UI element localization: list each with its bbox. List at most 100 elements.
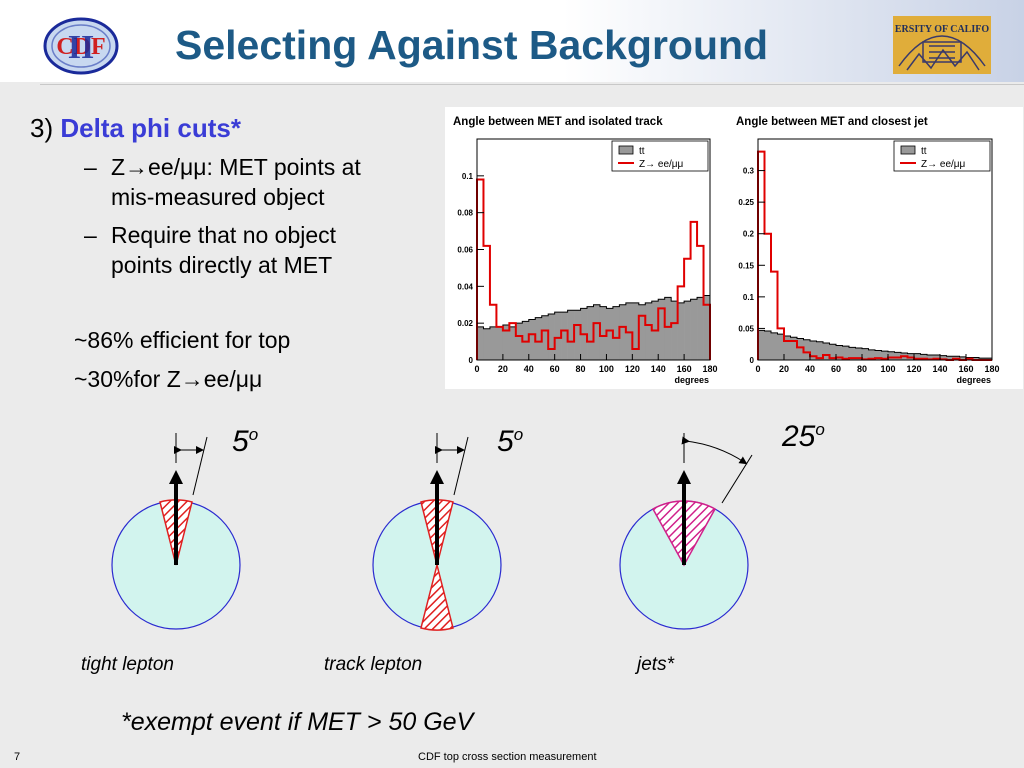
x-tick-label: 160 [958, 364, 973, 374]
y-tick-label: 0.05 [738, 324, 754, 333]
tt-bar [496, 326, 504, 360]
met-arrowhead [430, 470, 444, 484]
tt-bar [690, 299, 698, 360]
tt-bar [638, 304, 646, 360]
tt-bar [645, 302, 653, 360]
tt-bar [810, 341, 817, 360]
track-lepton-diagram [372, 433, 502, 631]
tt-bar [483, 328, 491, 360]
histogram-charts: Angle between MET and isolated track 0 20 4… [453, 116, 1000, 385]
x-tick-label: 60 [831, 364, 841, 374]
tt-bar [541, 315, 549, 360]
x-axis-label: degrees [956, 375, 991, 385]
tt-bar [862, 348, 869, 360]
cut-wedge-opposite [420, 564, 454, 631]
tt-bar [677, 302, 685, 360]
tt-bar [771, 332, 778, 360]
y-tick-label: 0.06 [457, 246, 473, 255]
tt-bar [574, 310, 581, 360]
tt-bar [849, 347, 856, 360]
tt-bar [829, 344, 837, 360]
page-number: 7 [14, 751, 21, 763]
tt-bar [855, 348, 863, 360]
tt-bar [632, 302, 640, 360]
tt-bar [940, 355, 947, 360]
x-tick-label: 40 [524, 364, 534, 374]
tt-bar [664, 297, 672, 360]
tt-bar [502, 325, 510, 360]
sub-bullet-1-line1: Z→ee/μμ: MET points at [111, 154, 361, 180]
tt-bar [509, 326, 517, 360]
slide-title: Selecting Against Background [175, 22, 769, 68]
title-bar [0, 0, 1024, 82]
chart-title: Angle between MET and isolated track [453, 116, 663, 128]
tt-bar [881, 351, 889, 360]
bullet-3: 3) Delta phi cuts* [30, 113, 241, 144]
plot-frame [757, 138, 993, 361]
tt-bar [515, 323, 523, 360]
x-tick-label: 40 [805, 364, 815, 374]
x-tick-label: 80 [576, 364, 586, 374]
x-tick-label: 180 [984, 364, 999, 374]
jets-diagram [619, 433, 753, 630]
legend-label-tt: tt [639, 146, 645, 157]
y-tick-label: 0.2 [743, 230, 755, 239]
angle-label-tight: 5o [232, 425, 259, 458]
sub-bullet-1: Z→ee/μμ: MET points at mis-measured obje… [111, 152, 361, 212]
tt-bar [758, 330, 765, 360]
tt-bar [612, 306, 620, 360]
sub-bullet-2-line1: Require that no object [111, 222, 337, 248]
tt-bar [697, 297, 704, 360]
tt-bar [535, 317, 543, 360]
tt-bar [920, 354, 928, 360]
svg-text:ERSITY OF CALIFO: ERSITY OF CALIFO [895, 24, 989, 35]
x-tick-label: 120 [906, 364, 921, 374]
legend-label-tt: tt [921, 146, 927, 157]
caption-tight-lepton: tight lepton [81, 654, 174, 675]
tt-bar [489, 326, 497, 360]
sub-bullet-2: Require that no object points directly a… [111, 220, 336, 280]
tt-bar [933, 354, 941, 360]
tt-bar [671, 301, 678, 360]
cdf-logo: CDF II [42, 16, 120, 76]
x-tick-label: 20 [779, 364, 789, 374]
tt-bar [764, 330, 772, 360]
bullet-number: 3) [30, 113, 54, 143]
y-tick-label: 0.08 [457, 209, 473, 218]
tt-bar [703, 295, 711, 360]
tight-lepton-diagram [111, 433, 241, 630]
tt-bar [567, 310, 575, 360]
tt-bar [599, 306, 607, 360]
sub-bullet-2-line2: points directly at MET [111, 252, 333, 278]
chart-title: Angle between MET and closest jet [736, 116, 928, 128]
x-tick-label: 100 [599, 364, 614, 374]
tt-bar [842, 346, 850, 360]
x-axis-label: degrees [674, 375, 709, 385]
met-arrowhead [677, 470, 691, 484]
tt-bar [914, 353, 921, 360]
x-tick-label: 140 [932, 364, 947, 374]
footer-text: CDF top cross section measurement [418, 751, 597, 763]
tt-bar [823, 342, 830, 360]
histogram-panel: Angle between MET and isolated track 0 20 4… [445, 107, 1023, 389]
y-tick-label: 0.02 [457, 319, 473, 328]
tt-bar [790, 337, 798, 360]
tt-outline [757, 329, 992, 360]
x-tick-label: 20 [498, 364, 508, 374]
x-tick-label: 100 [880, 364, 895, 374]
tt-bar [888, 351, 895, 360]
efficiency-z: ~30%for Z→ee/μμ [74, 366, 263, 392]
efficiency-top: ~86% efficient for top [74, 327, 291, 353]
x-tick-label: 0 [755, 364, 760, 374]
tt-bar [777, 334, 785, 360]
sub-dash-2: – [84, 222, 97, 248]
y-tick-label: 0.15 [738, 261, 754, 270]
caption-track-lepton: track lepton [324, 654, 423, 675]
tt-bar [868, 349, 876, 360]
sub-bullet-1-line2: mis-measured object [111, 184, 325, 210]
university-seal: ERSITY OF CALIFO [893, 16, 991, 74]
tt-bar [684, 301, 691, 360]
tt-bar [972, 357, 980, 360]
tt-bar [959, 356, 967, 360]
tt-bar [784, 336, 791, 360]
